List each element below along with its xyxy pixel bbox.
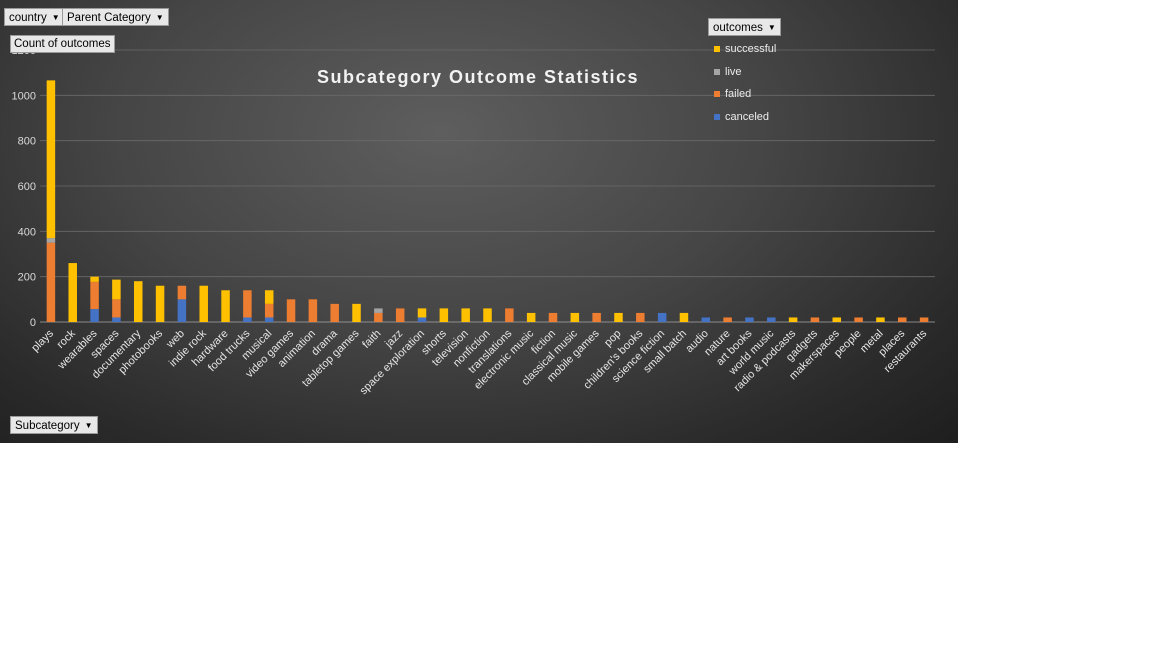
bar-segment-successful [133, 281, 143, 322]
subcategory-filter-label: Subcategory [15, 420, 80, 433]
bar-segment-canceled [243, 317, 252, 322]
x-tick-labels: playsrockwearablesspacesdocumentaryphoto… [29, 327, 929, 397]
legend-item-successful: successful [714, 38, 776, 61]
bar-segment-successful [526, 312, 536, 322]
bar-segment-successful [199, 285, 208, 322]
bar-segment-successful [352, 303, 361, 322]
bar-segment-successful [112, 279, 121, 300]
chevron-down-icon: ▼ [155, 13, 164, 22]
bar-segment-failed [810, 317, 820, 322]
parent-category-filter-label: Parent Category [67, 12, 151, 25]
bar-segment-failed [592, 312, 601, 322]
bar-segment-failed [286, 299, 296, 322]
bar-segment-successful [832, 317, 842, 322]
bar-segment-failed [308, 299, 318, 322]
bar-segment-failed [330, 303, 339, 322]
bar-segment-failed [374, 312, 383, 322]
legend-swatch-successful [714, 46, 720, 53]
bar-segment-successful [264, 290, 274, 304]
y-tick-label: 600 [18, 181, 36, 193]
legend-label-failed: failed [725, 88, 752, 101]
x-tick-label: plays [29, 327, 56, 354]
bar-segment-successful [90, 276, 99, 282]
country-filter-button[interactable]: country ▼ [4, 8, 65, 26]
value-field-label: Count of outcomes [10, 35, 115, 53]
bar-segment-successful [788, 317, 798, 322]
legend-item-live: live [714, 61, 776, 84]
legend-label-canceled: canceled [725, 110, 770, 123]
bar-segment-failed [112, 299, 121, 318]
outcomes-filter-label: outcomes [713, 22, 763, 35]
chevron-down-icon: ▼ [51, 13, 60, 22]
y-tick-label: 400 [18, 226, 36, 238]
bar-segment-successful [155, 285, 165, 322]
chevron-down-icon: ▼ [84, 421, 93, 430]
legend-label-successful: successful [725, 43, 777, 56]
bar-segment-failed [919, 317, 929, 322]
chart-title: Subcategory Outcome Statistics [317, 67, 639, 87]
legend-label-live: live [725, 65, 742, 78]
bar-segment-failed [548, 312, 558, 322]
bar-segment-failed [854, 317, 863, 322]
chart-area: 020040060080010001200 playsrockwearables… [0, 0, 958, 443]
bar-segment-successful [461, 308, 470, 322]
bar-segment-failed [898, 317, 907, 322]
bar-segment-canceled [177, 299, 187, 322]
y-tick-label: 200 [18, 272, 36, 284]
bar-segment-successful [679, 312, 689, 322]
bar-segment-failed [90, 281, 99, 310]
bar-segment-canceled [767, 317, 776, 322]
legend-swatch-failed [714, 91, 720, 98]
bar-segment-failed [723, 317, 732, 322]
value-field-text: Count of outcomes [14, 38, 111, 50]
y-tick-label: 0 [30, 317, 36, 329]
bar-segment-canceled [264, 317, 274, 322]
bar-segment-live [374, 308, 383, 313]
y-tick-labels: 020040060080010001200 [12, 45, 36, 329]
bar-segment-live [46, 238, 56, 243]
bar-segment-successful [439, 308, 449, 322]
bar-segment-failed [505, 308, 514, 322]
bar-segment-failed [177, 285, 187, 300]
bar-segment-successful [46, 80, 56, 239]
x-tick-label: faith [360, 328, 383, 351]
bars [46, 80, 929, 322]
outcomes-filter-button[interactable]: outcomes ▼ [708, 18, 781, 36]
legend: successful live failed canceled [714, 38, 776, 128]
chevron-down-icon: ▼ [767, 23, 776, 32]
legend-swatch-live [714, 68, 720, 75]
bar-segment-canceled [90, 309, 99, 322]
bar-segment-failed [46, 242, 56, 322]
bar-segment-successful [876, 317, 885, 322]
y-tick-label: 1000 [12, 90, 36, 102]
legend-item-failed: failed [714, 83, 776, 106]
country-filter-label: country [9, 12, 47, 25]
bar-segment-failed [264, 303, 274, 318]
bar-segment-failed [243, 290, 252, 318]
legend-swatch-canceled [714, 113, 720, 120]
parent-category-filter-button[interactable]: Parent Category ▼ [62, 8, 169, 26]
bar-segment-successful [221, 290, 230, 322]
bar-segment-canceled [657, 312, 667, 322]
bar-segment-successful [417, 308, 427, 318]
bar-segment-canceled [745, 317, 754, 322]
bar-segment-failed [395, 308, 405, 322]
bar-segment-failed [636, 312, 645, 322]
bar-segment-successful [570, 312, 580, 322]
legend-item-canceled: canceled [714, 106, 776, 129]
bar-segment-canceled [112, 317, 121, 322]
chart-svg: 020040060080010001200 playsrockwearables… [12, 45, 935, 397]
gridlines [40, 49, 935, 323]
subcategory-filter-button[interactable]: Subcategory ▼ [10, 416, 98, 434]
bar-segment-successful [483, 308, 492, 322]
bar-segment-successful [68, 263, 77, 322]
bar-segment-canceled [701, 317, 711, 322]
bar-segment-canceled [417, 317, 427, 322]
y-tick-label: 800 [18, 136, 36, 148]
bar-segment-successful [614, 312, 623, 322]
